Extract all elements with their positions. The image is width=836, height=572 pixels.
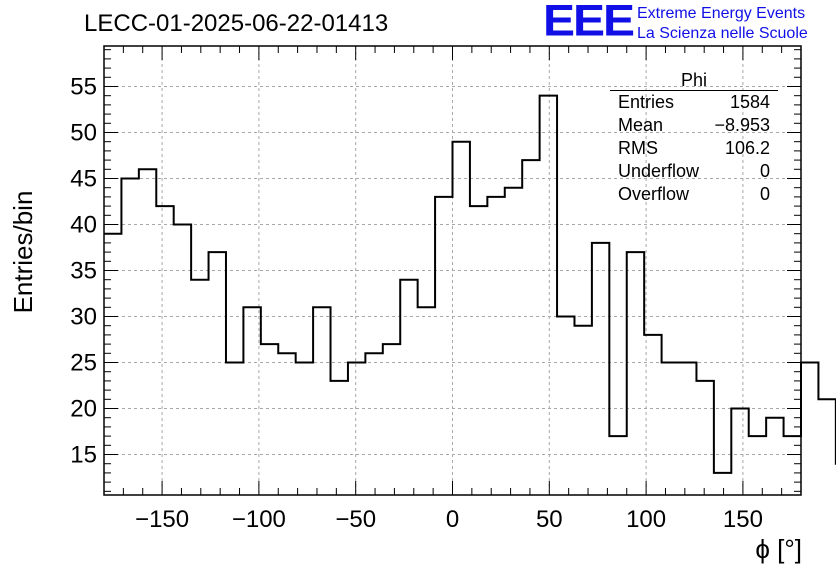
y-tick-label: 25 [70, 350, 97, 377]
grid-lines [104, 46, 801, 495]
eee-logo-text: Extreme Energy Events La Scienza nelle S… [637, 4, 808, 44]
x-tick-label: −100 [232, 506, 286, 533]
stats-box: Phi Entries 1584 Mean −8.953 RMS 106.2 U… [610, 70, 778, 206]
stats-name: Phi [610, 70, 778, 91]
y-tick-label: 40 [70, 211, 97, 238]
histogram-title: LECC-01-2025-06-22-01413 [84, 10, 389, 37]
stats-label: Underflow [618, 161, 700, 181]
stats-row-underflow: Underflow 0 [610, 160, 778, 183]
x-tick-label: 50 [536, 506, 563, 533]
stats-row-rms: RMS 106.2 [610, 137, 778, 160]
histogram-line [104, 94, 836, 474]
x-tick-label: −50 [335, 506, 376, 533]
x-tick-label: −150 [135, 506, 189, 533]
y-tick-label: 55 [70, 73, 97, 100]
x-tick-label: 150 [723, 506, 763, 533]
x-tick-label: 0 [446, 506, 459, 533]
eee-logo: EEE [543, 0, 635, 46]
y-tick-label: 15 [70, 442, 97, 469]
stats-row-entries: Entries 1584 [610, 91, 778, 114]
y-axis-label: Entries/bin [8, 190, 38, 314]
y-tick-label: 50 [70, 119, 97, 146]
y-tick-label: 35 [70, 258, 97, 285]
x-tick-label: 100 [626, 506, 666, 533]
tick-labels: −150 −100 −50 0 50 100 150 15 20 25 30 35 40 45 50 55 [70, 73, 763, 533]
stats-label: RMS [618, 138, 658, 158]
logo-line-2: La Scienza nelle Scuole [637, 25, 808, 42]
stats-value: 1584 [729, 92, 770, 112]
axis-ticks [103, 46, 802, 495]
y-tick-label: 20 [70, 396, 97, 423]
stats-row-mean: Mean −8.953 [610, 114, 778, 137]
y-tick-label: 30 [70, 304, 97, 331]
stats-label: Overflow [618, 184, 690, 204]
stats-row-overflow: Overflow 0 [610, 183, 778, 206]
stats-value: −8.953 [714, 115, 770, 135]
logo-line-1: Extreme Energy Events [637, 5, 806, 22]
stats-value: 106.2 [724, 138, 770, 158]
y-tick-label: 45 [70, 165, 97, 192]
stats-value: 0 [759, 184, 770, 204]
x-axis-label: ϕ [°] [755, 534, 802, 564]
stats-label: Mean [618, 115, 664, 135]
stats-label: Entries [618, 92, 675, 112]
stats-value: 0 [759, 161, 770, 181]
